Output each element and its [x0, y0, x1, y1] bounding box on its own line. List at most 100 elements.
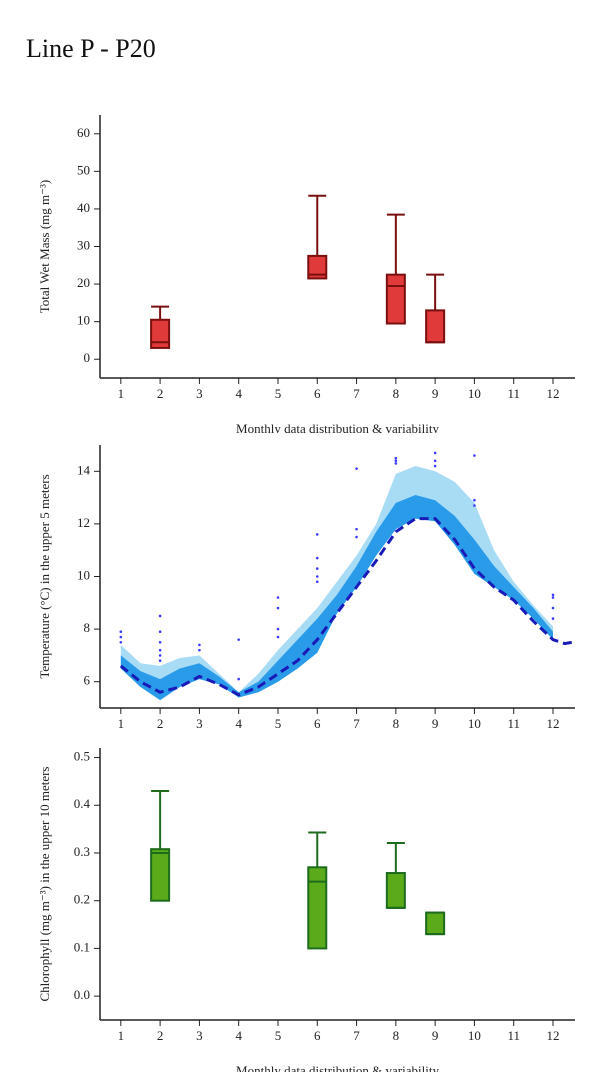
- y-tick-label: 0.0: [74, 987, 90, 1002]
- data-point: [198, 643, 201, 647]
- box: [150, 848, 171, 902]
- data-point: [433, 464, 437, 468]
- x-tick-label: 9: [432, 716, 439, 731]
- x-tick-label: 5: [275, 386, 282, 401]
- data-point: [394, 462, 398, 465]
- data-point: [158, 654, 162, 657]
- data-point: [237, 638, 240, 641]
- x-tick-label: 6: [314, 716, 321, 731]
- data-point: [119, 630, 123, 634]
- box: [385, 273, 406, 325]
- data-point: [433, 451, 437, 455]
- x-tick-label: 12: [546, 1028, 559, 1043]
- y-axis-label: Temperature (°C) in the upper 5 meters: [37, 474, 52, 678]
- data-point: [355, 467, 358, 470]
- x-tick-label: 3: [196, 1028, 203, 1043]
- x-axis-label: Monthly data distribution & variability: [236, 1063, 439, 1072]
- data-point: [198, 648, 201, 652]
- data-point: [158, 630, 162, 634]
- chart: 0.00.10.20.30.40.51 2 3 4 5 6 7 8 9 10 11 12Chlorop…: [37, 748, 575, 1072]
- x-tick-label: 10: [468, 716, 481, 731]
- data-point: [158, 659, 162, 662]
- data-point: [473, 504, 476, 507]
- x-tick-label: 4: [235, 386, 242, 401]
- y-tick-label: 0.5: [74, 749, 90, 764]
- x-tick-label: 2: [157, 716, 164, 731]
- data-point: [551, 593, 555, 597]
- x-tick-label: 12: [546, 386, 559, 401]
- data-point: [315, 575, 319, 578]
- y-tick-label: 0.2: [74, 892, 90, 907]
- x-tick-label: 1: [118, 386, 125, 401]
- x-tick-label: 4: [235, 716, 242, 731]
- y-tick-label: 30: [77, 237, 90, 252]
- y-tick-label: 0.1: [74, 939, 90, 954]
- data-point: [158, 614, 162, 618]
- data-point: [355, 535, 358, 539]
- x-tick-label: 5: [275, 716, 282, 731]
- box: [307, 254, 328, 280]
- y-axis-label: Chlorophyll (mg m⁻³) in the upper 10 met…: [37, 767, 52, 1002]
- data-point: [551, 606, 555, 610]
- data-point: [394, 456, 398, 460]
- x-tick-label: 6: [314, 386, 321, 401]
- page-title: Line P - P20: [26, 34, 156, 63]
- y-tick-label: 0: [84, 350, 91, 365]
- y-tick-label: 10: [77, 567, 90, 582]
- x-tick-label: 8: [393, 386, 400, 401]
- y-tick-label: 40: [77, 200, 90, 215]
- data-point: [315, 533, 319, 536]
- data-point: [237, 677, 240, 681]
- data-point: [315, 567, 319, 570]
- data-point: [119, 640, 123, 644]
- y-tick-label: 60: [77, 125, 90, 140]
- data-point: [276, 606, 280, 610]
- x-tick-label: 9: [432, 386, 439, 401]
- data-point: [276, 627, 280, 631]
- x-tick-label: 11: [507, 716, 520, 731]
- y-tick-label: 6: [84, 673, 91, 688]
- x-tick-label: 2: [157, 1028, 164, 1043]
- box: [307, 866, 328, 950]
- x-tick-label: 1: [118, 1028, 125, 1043]
- box: [425, 309, 446, 344]
- data-point: [315, 556, 319, 560]
- x-tick-label: 3: [196, 386, 203, 401]
- data-point: [158, 640, 162, 644]
- band: [120, 494, 553, 701]
- data-point: [276, 635, 280, 639]
- x-tick-label: 7: [353, 386, 360, 401]
- x-tick-label: 5: [275, 1028, 282, 1043]
- x-tick-label: 7: [353, 716, 360, 731]
- y-tick-label: 8: [84, 620, 91, 635]
- x-tick-label: 2: [157, 386, 164, 401]
- x-tick-label: 3: [196, 716, 203, 731]
- data-point: [355, 527, 358, 531]
- box: [385, 872, 406, 909]
- y-tick-label: 0.4: [74, 796, 91, 811]
- data-point: [119, 635, 123, 639]
- x-tick-label: 4: [235, 1028, 242, 1043]
- data-point: [315, 580, 319, 584]
- data-point: [473, 498, 476, 502]
- y-tick-label: 14: [77, 462, 91, 477]
- x-tick-label: 12: [546, 716, 559, 731]
- x-tick-label: 10: [468, 386, 481, 401]
- box: [150, 318, 171, 349]
- data-point: [276, 596, 280, 599]
- data-point: [433, 459, 437, 463]
- y-axis-label: Total Wet Mass (mg m⁻³): [37, 180, 52, 314]
- box: [425, 911, 446, 936]
- x-tick-label: 11: [507, 1028, 520, 1043]
- y-tick-label: 10: [77, 313, 90, 328]
- data-point: [473, 454, 476, 457]
- x-tick-label: 7: [353, 1028, 360, 1043]
- y-tick-label: 12: [77, 515, 90, 530]
- x-tick-label: 6: [314, 1028, 321, 1043]
- y-tick-label: 50: [77, 162, 90, 177]
- x-tick-label: 10: [468, 1028, 481, 1043]
- data-point: [551, 596, 555, 599]
